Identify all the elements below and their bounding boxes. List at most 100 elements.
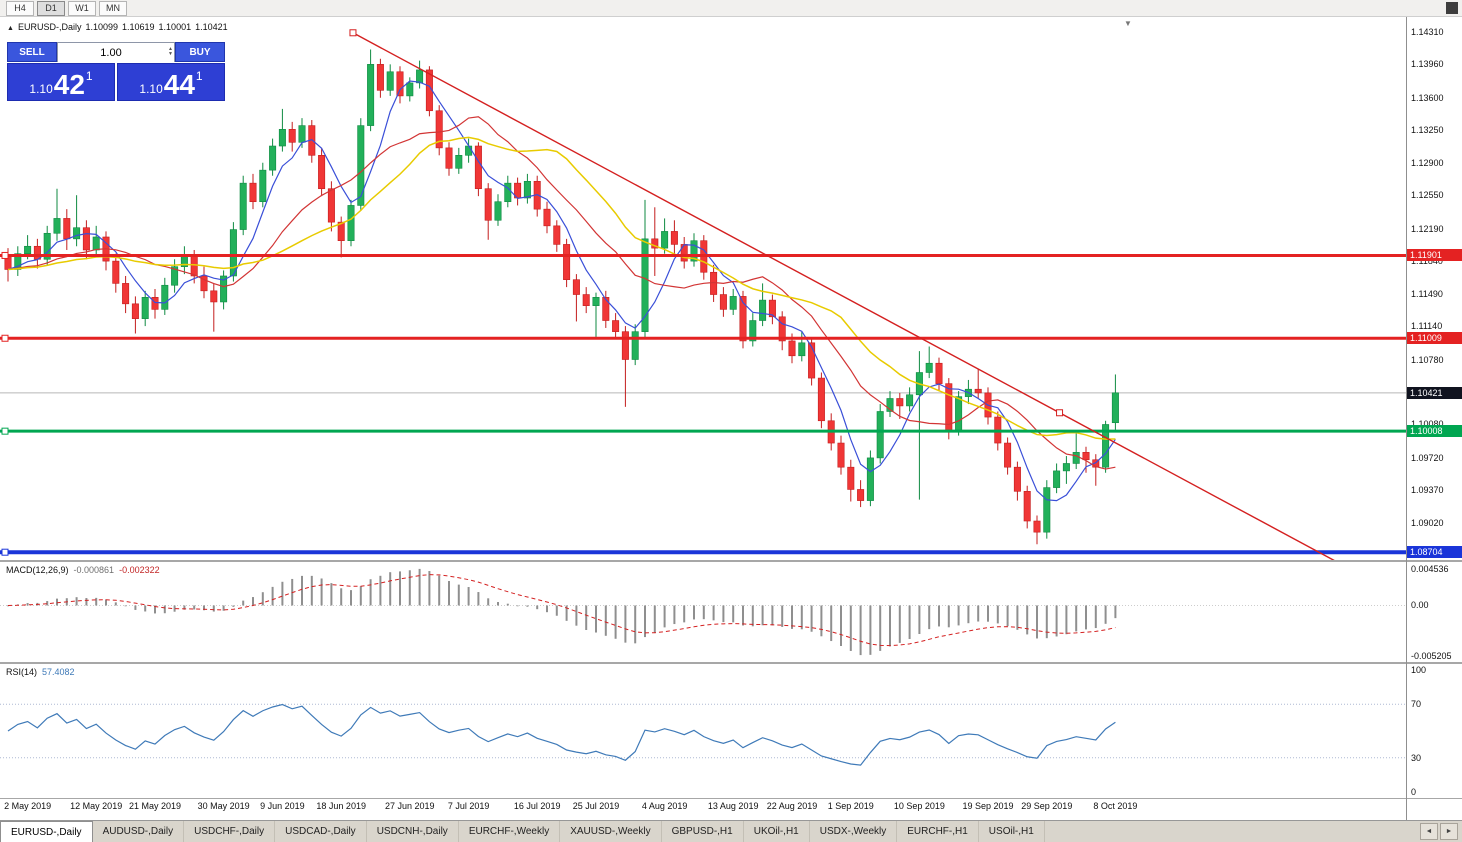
candle [896,392,904,419]
chart-tab-0[interactable]: EURUSD-,Daily [0,821,93,842]
pane-separator[interactable] [0,662,1462,664]
price-axis-tick: 1.12190 [1411,223,1444,234]
price-chart-canvas[interactable] [0,17,1406,560]
candle [651,207,659,276]
price-badge-1.08704: 1.08704 [1407,546,1462,559]
price-badge-1.11901: 1.11901 [1407,249,1462,262]
spinner-up-icon[interactable]: ▲ [168,46,173,52]
pane-separator[interactable] [0,560,1462,562]
chart-tab-9[interactable]: USDX-,Weekly [810,821,898,842]
rsi-axis-0: 0 [1411,787,1417,797]
candle [131,296,139,334]
rsi-chart-canvas[interactable] [0,664,1406,798]
timeframe-buttons: H4 D1 W1 MN [6,0,127,16]
candle [523,173,531,204]
sell-button[interactable]: SELL [7,42,57,62]
chart-tab-4[interactable]: USDCNH-,Daily [367,821,459,842]
rsi-indicator-label: RSI(14) 57.4082 [6,667,80,677]
tab-scroll-arrows: ◄ ► [1420,821,1462,842]
trendline-handle[interactable] [1056,409,1064,417]
candle [73,195,81,247]
chart-tabs: EURUSD-,Daily AUDUSD-,Daily USDCHF-,Daily U… [0,821,1045,842]
candle [278,108,286,152]
candle [445,142,453,176]
candle [1072,432,1080,470]
price-axis-tick: 1.13960 [1411,59,1444,70]
candle [122,275,130,314]
price-axis-tick: 1.13600 [1411,92,1444,103]
line-handle[interactable] [1,334,9,342]
date-label: 7 Jul 2019 [447,801,490,811]
chart-tab-3[interactable]: USDCAD-,Daily [275,821,367,842]
candle [602,290,610,328]
line-handle[interactable] [1,427,9,435]
price-badge-1.10008: 1.10008 [1407,425,1462,438]
date-label: 1 Sep 2019 [827,801,874,811]
chart-tab-11[interactable]: USOil-,H1 [979,821,1045,842]
date-label: 25 Jul 2019 [572,801,620,811]
buy-price-display[interactable]: 1.10 44 1 [117,63,225,101]
date-label: 27 Jun 2019 [385,801,435,811]
descending-trendline[interactable] [352,32,1351,560]
macd-chart-canvas[interactable] [0,562,1406,662]
timeframe-button-W1[interactable]: W1 [68,0,96,16]
macd-histogram [7,568,1117,656]
candle [161,277,169,315]
sell-price-display[interactable]: 1.10 42 1 [7,63,115,101]
tabs-scroll-right-icon[interactable]: ► [1440,823,1458,840]
rsi-name: RSI(14) [6,667,38,677]
candle [455,147,463,174]
chart-tab-1[interactable]: AUDUSD-,Daily [93,821,185,842]
timeframe-button-H4[interactable]: H4 [6,0,34,16]
rsi-axis-30: 30 [1411,752,1422,763]
candle [866,450,874,507]
candle [1111,374,1119,432]
line-handle[interactable] [1,548,9,556]
candle [269,138,277,176]
chart-tab-8[interactable]: UKOil-,H1 [744,821,810,842]
candle [553,220,561,252]
spinner-down-icon[interactable]: ▼ [168,51,173,57]
macd-name: MACD(12,26,9) [6,565,69,575]
sell-price-prefix: 1.10 [29,82,53,96]
candle [543,201,551,234]
rsi-axis-70: 70 [1411,699,1422,710]
candle [288,121,296,152]
rsi-line [7,703,1116,766]
chart-tab-6[interactable]: XAUUSD-,Weekly [560,821,662,842]
candle [151,288,159,319]
moving-average-mid [7,116,1116,470]
pane-separator [0,798,1462,799]
candle [33,238,41,269]
volume-input[interactable] [58,44,174,62]
sell-price-sup: 1 [85,69,93,83]
sell-price-big: 42 [53,69,85,101]
tabs-scroll-left-icon[interactable]: ◄ [1420,823,1438,840]
timeframe-button-D1[interactable]: D1 [37,0,65,16]
candle [210,283,218,332]
line-handle[interactable] [1,251,9,259]
macd-signal-line [7,574,1116,647]
window-control-icon[interactable] [1446,2,1458,14]
candle [641,199,649,338]
candle [1004,437,1012,475]
buy-button[interactable]: BUY [175,42,225,62]
candle [1082,446,1090,473]
trendline-handle[interactable] [349,29,357,37]
candle [847,459,855,502]
candle [82,220,90,260]
date-label: 16 Jul 2019 [513,801,561,811]
date-label: 30 May 2019 [197,801,250,811]
chart-tab-5[interactable]: EURCHF-,Weekly [459,821,561,842]
chart-tab-7[interactable]: GBPUSD-,H1 [662,821,744,842]
chart-tab-2[interactable]: USDCHF-,Daily [184,821,276,842]
candle [592,292,600,339]
candle [92,225,100,256]
candle [249,173,257,210]
volume-spinner[interactable]: ▲ ▼ [168,43,173,61]
timeframe-button-MN[interactable]: MN [99,0,127,16]
chart-tab-10[interactable]: EURCHF-,H1 [897,821,979,842]
date-label: 9 Jun 2019 [260,801,305,811]
candle [1062,456,1070,484]
